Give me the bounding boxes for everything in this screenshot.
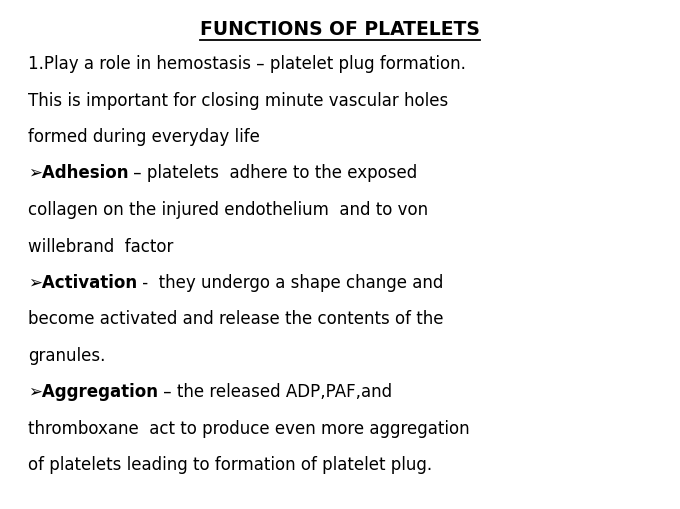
Text: – platelets  adhere to the exposed: – platelets adhere to the exposed bbox=[129, 164, 418, 182]
Text: formed during everyday life: formed during everyday life bbox=[28, 128, 260, 146]
Text: 1.Play a role in hemostasis – platelet plug formation.: 1.Play a role in hemostasis – platelet p… bbox=[28, 55, 466, 73]
Text: collagen on the injured endothelium  and to von: collagen on the injured endothelium and … bbox=[28, 201, 428, 218]
Text: ➢Activation: ➢Activation bbox=[28, 273, 137, 292]
Text: FUNCTIONS OF PLATELETS: FUNCTIONS OF PLATELETS bbox=[200, 20, 480, 39]
Text: – the released ADP,PAF,and: – the released ADP,PAF,and bbox=[158, 383, 392, 401]
Text: willebrand  factor: willebrand factor bbox=[28, 237, 173, 255]
Text: become activated and release the contents of the: become activated and release the content… bbox=[28, 310, 443, 328]
Text: granules.: granules. bbox=[28, 346, 105, 364]
Text: ➢Adhesion: ➢Adhesion bbox=[28, 164, 129, 182]
Text: This is important for closing minute vascular holes: This is important for closing minute vas… bbox=[28, 91, 448, 109]
Text: of platelets leading to formation of platelet plug.: of platelets leading to formation of pla… bbox=[28, 456, 432, 473]
Text: -  they undergo a shape change and: - they undergo a shape change and bbox=[137, 273, 443, 292]
Text: thromboxane  act to produce even more aggregation: thromboxane act to produce even more agg… bbox=[28, 419, 470, 437]
Text: ➢Aggregation: ➢Aggregation bbox=[28, 383, 158, 401]
